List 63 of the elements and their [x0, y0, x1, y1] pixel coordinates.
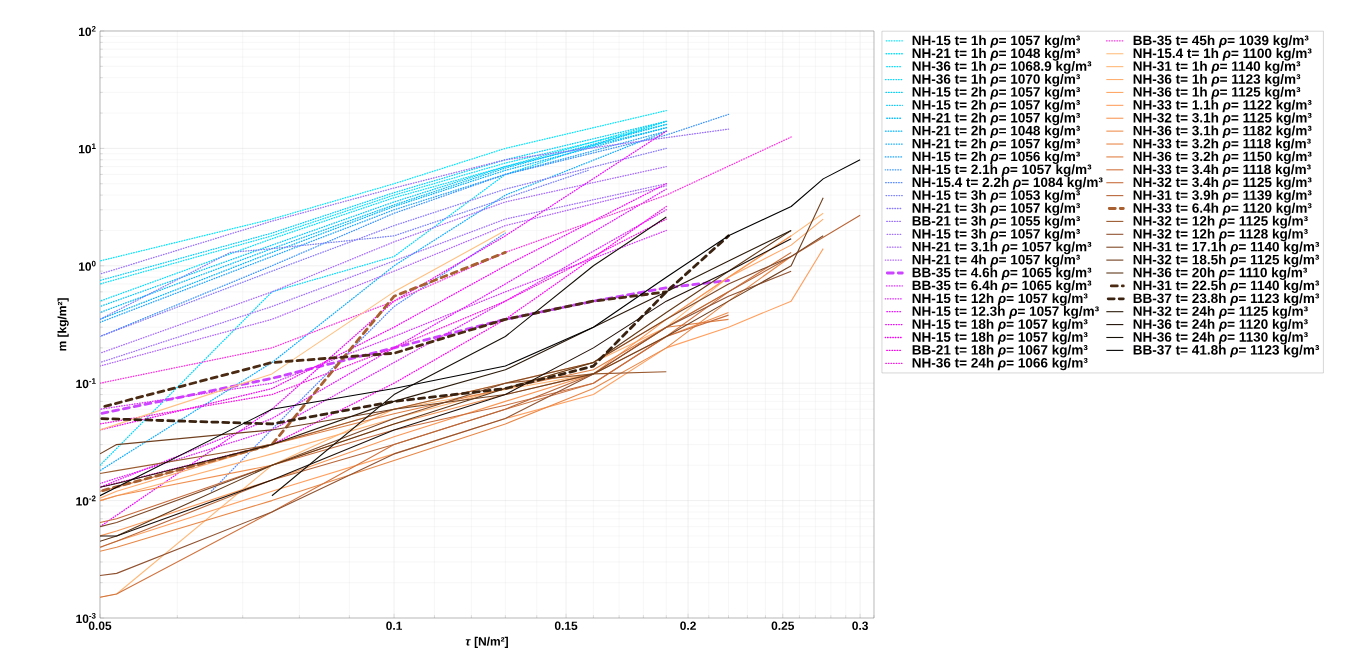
legend-label: NH-15 t= 18h ρ= 1057 kg/m³: [912, 318, 1088, 332]
legend-label: BB-21 t= 18h ρ= 1067 kg/m³: [912, 344, 1088, 358]
legend-label: NH-15.4 t= 2.2h ρ= 1084 kg/m³: [912, 177, 1103, 190]
legend-label: NH-21 t= 2h ρ= 1057 kg/m³: [912, 138, 1081, 152]
legend-label: NH-33 t= 1.1h ρ= 1122 kg/m³: [1133, 99, 1312, 113]
x-tick-label: 0.2: [680, 621, 696, 630]
legend-label: BB-37 t= 41.8h ρ= 1123 kg/m³: [1133, 344, 1320, 358]
legend-label: NH-36 t= 1h ρ= 1070 kg/m³: [912, 73, 1081, 87]
legend-label: BB-37 t= 23.8h ρ= 1123 kg/m³: [1133, 293, 1320, 306]
x-tick-label: 0.1: [386, 621, 403, 630]
legend-label: NH-36 t= 24h ρ= 1120 kg/m³: [1133, 318, 1308, 332]
y-tick-label: 10$^{-1}$: [76, 378, 96, 389]
legend-label: NH-32 t= 12h ρ= 1125 kg/m³: [1133, 215, 1308, 229]
legend-label: NH-32 t= 24h ρ= 1125 kg/m³: [1133, 306, 1308, 319]
legend-label: NH-32 t= 3.1h ρ= 1125 kg/m³: [1133, 112, 1312, 126]
y-tick-label: 10$^{1}$: [78, 143, 96, 154]
legend-label: NH-15 t= 18h ρ= 1057 kg/m³: [912, 331, 1088, 345]
legend-label: NH-32 t= 18.5h ρ= 1125 kg/m³: [1133, 254, 1320, 268]
legend-label: NH-32 t= 3.4h ρ= 1125 kg/m³: [1133, 177, 1312, 190]
legend-label: NH-33 t= 3.2h ρ= 1118 kg/m³: [1133, 138, 1311, 152]
legend-label: NH-31 t= 22.5h ρ= 1140 kg/m³: [1133, 280, 1320, 293]
x-axis-title: τ [N/m²]: [465, 636, 508, 648]
legend-label: NH-21 t= 3h ρ= 1057 kg/m³: [912, 202, 1081, 216]
legend-label: NH-15 t= 2h ρ= 1057 kg/m³: [912, 99, 1081, 113]
y-tick-label: 10$^{0}$: [78, 260, 96, 271]
legend-label: NH-15.4 t= 1h ρ= 1100 kg/m³: [1133, 48, 1312, 61]
legend-label: NH-31 t= 1h ρ= 1140 kg/m³: [1133, 60, 1301, 74]
x-tick-label: 0.25: [771, 621, 795, 630]
x-tick-label: 0.3: [852, 621, 868, 631]
legend-label: NH-21 t= 1h ρ= 1048 kg/m³: [912, 48, 1081, 61]
legend-label: NH-36 t= 24h ρ= 1130 kg/m³: [1133, 331, 1308, 345]
legend-label: NH-21 t= 2h ρ= 1057 kg/m³: [912, 112, 1081, 126]
legend-label: NH-15 t= 2h ρ= 1056 kg/m³: [912, 151, 1081, 164]
legend-label: NH-36 t= 3.2h ρ= 1150 kg/m³: [1133, 151, 1312, 164]
legend-label: NH-31 t= 17.1h ρ= 1140 kg/m³: [1133, 241, 1320, 255]
legend-label: NH-36 t= 1h ρ= 1068.9 kg/m³: [912, 60, 1092, 74]
legend-label: NH-36 t= 20h ρ= 1110 kg/m³: [1133, 267, 1308, 281]
legend-label: BB-35 t= 6.4h ρ= 1065 kg/m³: [912, 280, 1092, 293]
legend-label: NH-33 t= 3.4h ρ= 1118 kg/m³: [1133, 164, 1311, 177]
legend-label: BB-21 t= 3h ρ= 1055 kg/m³: [912, 215, 1081, 229]
legend-label: NH-36 t= 24h ρ= 1066 kg/m³: [912, 357, 1088, 371]
y-axis-title: m [kg/m²]: [57, 298, 69, 351]
legend-label: NH-15 t= 2.1h ρ= 1057 kg/m³: [912, 164, 1092, 177]
legend-label: NH-36 t= 1h ρ= 1123 kg/m³: [1133, 73, 1301, 87]
legend-label: NH-31 t= 3.9h ρ= 1139 kg/m³: [1133, 189, 1312, 203]
legend-label: NH-15 t= 2h ρ= 1057 kg/m³: [912, 86, 1081, 100]
legend-label: BB-35 t= 45h ρ= 1039 kg/m³: [1133, 35, 1309, 48]
legend-label: NH-33 t= 6.4h ρ= 1120 kg/m³: [1133, 202, 1312, 216]
legend-label: NH-21 t= 2h ρ= 1048 kg/m³: [912, 125, 1081, 139]
legend-label: NH-36 t= 3.1h ρ= 1182 kg/m³: [1133, 125, 1312, 139]
y-tick-label: 10$^{2}$: [78, 25, 96, 36]
x-tick-label: 0.15: [554, 621, 578, 630]
legend-label: NH-15 t= 12.3h ρ= 1057 kg/m³: [912, 306, 1099, 319]
legend-label: NH-21 t= 4h ρ= 1057 kg/m³: [912, 254, 1081, 268]
legend-label: NH-15 t= 12h ρ= 1057 kg/m³: [912, 293, 1088, 306]
legend-label: NH-21 t= 3.1h ρ= 1057 kg/m³: [912, 241, 1092, 255]
legend-label: BB-35 t= 4.6h ρ= 1065 kg/m³: [912, 267, 1092, 281]
y-tick-label: 10$^{-2}$: [76, 495, 96, 506]
legend-label: NH-15 t= 1h ρ= 1057 kg/m³: [912, 35, 1081, 48]
legend-label: NH-32 t= 12h ρ= 1128 kg/m³: [1133, 228, 1308, 242]
legend-label: NH-15 t= 3h ρ= 1057 kg/m³: [912, 228, 1081, 242]
legend-label: NH-15 t= 3h ρ= 1053 kg/m³: [912, 189, 1081, 203]
legend-label: NH-36 t= 1h ρ= 1125 kg/m³: [1133, 86, 1301, 100]
